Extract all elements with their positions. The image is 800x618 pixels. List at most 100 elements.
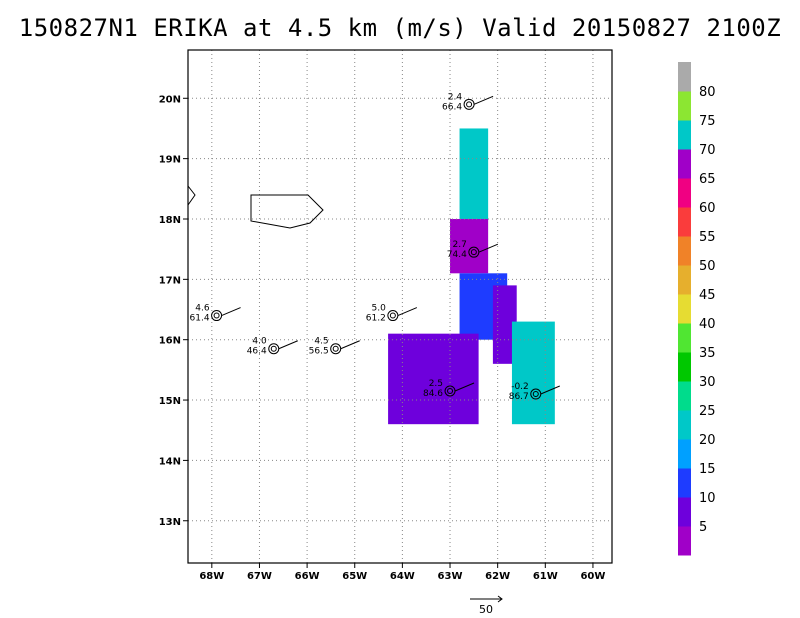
puerto-rico-outline: [250, 194, 324, 229]
colorbar-swatch-16: [678, 62, 691, 92]
colorbar-swatch-13: [678, 149, 691, 179]
station-label-top: 2.4: [448, 92, 463, 102]
colorbar-swatch-2: [678, 468, 691, 498]
colorbar-swatch-6: [678, 352, 691, 382]
colorbar-swatch-14: [678, 120, 691, 150]
station-label-bottom: 61.2: [366, 314, 386, 324]
colorbar-label-4: 25: [699, 404, 716, 419]
wind-region-0: [459, 128, 489, 219]
station-0: 2.466.4: [442, 92, 494, 112]
wind-speed-field: [388, 128, 555, 425]
station-marker: [463, 98, 475, 110]
colorbar-label-1: 10: [699, 491, 716, 506]
colorbar-label-15: 80: [699, 85, 716, 100]
wind-barb: [221, 307, 241, 317]
y-tick-label-5: 18N: [159, 215, 181, 226]
wind-region-3: [492, 285, 517, 364]
station-marker: [211, 310, 223, 322]
chart-title: 150827N1 ERIKA at 4.5 km (m/s) Valid 201…: [18, 14, 782, 42]
station-marker: [387, 310, 399, 322]
station-marker-inner: [213, 312, 220, 319]
colorbar-swatch-15: [678, 91, 691, 121]
y-tick-label-6: 19N: [159, 155, 181, 166]
colorbar-swatch-7: [678, 323, 691, 353]
station-label-top: 2.7: [453, 240, 467, 250]
station-label-top: 5.0: [372, 304, 387, 314]
colorbar-label-13: 70: [699, 143, 716, 158]
wind-barb: [473, 95, 494, 105]
x-tick-label-6: 62W: [485, 571, 510, 582]
station-marker-inner: [532, 391, 539, 398]
wind-stations: 2.466.42.774.44.661.44.046.44.556.55.061…: [190, 92, 560, 402]
colorbar-swatch-5: [678, 381, 691, 411]
plot-frame: [187, 49, 613, 564]
colorbar-swatch-10: [678, 236, 691, 266]
y-axis: 13N 14N 15N 16N 17N 18N 19N 20N: [159, 94, 188, 528]
x-tick-label-5: 63W: [438, 571, 463, 582]
x-tick-label-0: 68W: [199, 571, 224, 582]
colorbar-label-11: 60: [699, 201, 716, 216]
station-6: 2.584.6: [423, 379, 475, 399]
station-marker-inner: [470, 249, 477, 256]
hispaniola-edge: [187, 185, 196, 206]
station-marker-inner: [466, 101, 473, 108]
colorbar-swatch-4: [678, 410, 691, 440]
reference-vector-label: 50: [479, 603, 493, 616]
y-tick-label-4: 17N: [159, 275, 181, 286]
x-tick-label-4: 64W: [390, 571, 415, 582]
colorbar-swatch-1: [678, 497, 691, 527]
colorbar-swatch-9: [678, 265, 691, 295]
station-marker-inner: [332, 345, 339, 352]
x-tick-label-2: 66W: [295, 571, 320, 582]
y-tick-label-3: 16N: [159, 336, 181, 347]
colorbar-label-14: 75: [699, 114, 716, 129]
y-tick-label-0: 13N: [159, 517, 181, 528]
station-label-top: 2.5: [429, 379, 443, 389]
station-marker-inner: [447, 387, 454, 394]
colorbar-swatch-12: [678, 178, 691, 208]
station-label-bottom: 61.4: [190, 314, 210, 324]
wind-region-4: [511, 321, 555, 425]
colorbar-label-6: 35: [699, 346, 716, 361]
grid-lines: [188, 50, 612, 563]
station-label-top: 4.0: [252, 337, 267, 347]
station-1: 2.774.4: [447, 240, 499, 260]
station-marker-inner: [270, 345, 277, 352]
colorbar-swatch-11: [678, 207, 691, 237]
station-2: 4.661.4: [190, 304, 241, 324]
colorbar-swatch-3: [678, 439, 691, 469]
station-marker: [330, 343, 342, 355]
station-label-top: 4.5: [314, 337, 328, 347]
wind-barb: [454, 382, 475, 392]
station-label-bottom: 74.4: [447, 250, 467, 260]
reference-vector: 50: [470, 595, 503, 616]
y-tick-label-1: 14N: [159, 456, 181, 467]
colorbar-label-7: 40: [699, 317, 716, 332]
station-4: 4.556.5: [309, 337, 360, 357]
colorbar-label-0: 5: [699, 520, 707, 535]
station-label-bottom: 84.6: [423, 389, 443, 399]
station-marker: [268, 343, 280, 355]
wind-region-5: [388, 333, 479, 425]
wind-barb: [278, 340, 298, 350]
x-tick-label-3: 65W: [342, 571, 367, 582]
station-label-top: -0.2: [511, 382, 529, 392]
colorbar-label-2: 15: [699, 462, 716, 477]
station-label-bottom: 46.4: [247, 347, 267, 357]
wind-region-1: [450, 218, 489, 274]
station-5: 5.061.2: [366, 304, 418, 324]
colorbar-label-10: 55: [699, 230, 716, 245]
wind-barb: [540, 385, 560, 395]
x-axis: 68W 67W 66W 65W 64W 63W 62W 61W 60W: [199, 563, 605, 582]
station-marker-inner: [389, 312, 396, 319]
landmass-outlines: [187, 185, 324, 229]
station-label-top: 4.6: [195, 304, 210, 314]
colorbar-label-8: 45: [699, 288, 716, 303]
x-tick-label-8: 60W: [580, 571, 605, 582]
x-tick-label-1: 67W: [247, 571, 272, 582]
colorbar-label-3: 20: [699, 433, 716, 448]
station-label-bottom: 56.5: [309, 347, 329, 357]
colorbar-label-9: 50: [699, 259, 716, 274]
colorbar-label-12: 65: [699, 172, 716, 187]
